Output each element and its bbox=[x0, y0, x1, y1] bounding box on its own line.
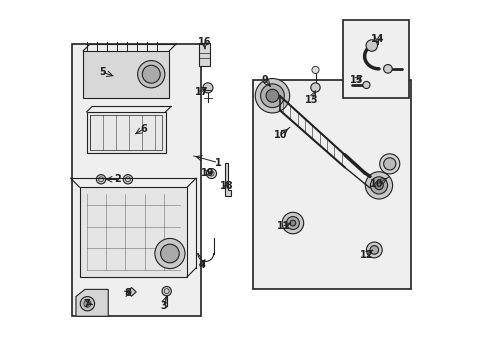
Text: 2: 2 bbox=[114, 174, 121, 184]
Circle shape bbox=[83, 300, 91, 307]
Text: 18: 18 bbox=[219, 181, 233, 192]
Circle shape bbox=[255, 78, 289, 113]
Circle shape bbox=[383, 158, 395, 170]
Text: 3: 3 bbox=[160, 301, 167, 311]
Text: 19: 19 bbox=[201, 168, 214, 178]
Circle shape bbox=[260, 84, 284, 108]
Text: 1: 1 bbox=[215, 158, 222, 168]
Text: 4: 4 bbox=[199, 260, 205, 270]
Text: 11: 11 bbox=[276, 221, 289, 231]
Text: 13: 13 bbox=[305, 95, 318, 105]
Circle shape bbox=[379, 154, 399, 174]
Bar bbox=[80, 187, 187, 277]
Text: 15: 15 bbox=[349, 75, 363, 85]
Polygon shape bbox=[225, 163, 230, 196]
Circle shape bbox=[162, 287, 171, 296]
Circle shape bbox=[203, 83, 212, 93]
Circle shape bbox=[310, 83, 320, 92]
Bar bbox=[90, 116, 162, 149]
Circle shape bbox=[206, 168, 216, 179]
Bar bbox=[253, 80, 410, 289]
Circle shape bbox=[366, 242, 382, 258]
Bar bbox=[83, 51, 169, 98]
Circle shape bbox=[96, 175, 105, 184]
Circle shape bbox=[155, 238, 184, 269]
Circle shape bbox=[289, 220, 295, 226]
Polygon shape bbox=[126, 288, 136, 296]
Circle shape bbox=[286, 217, 299, 229]
Text: 12: 12 bbox=[359, 249, 372, 260]
Text: 7: 7 bbox=[83, 299, 90, 309]
Text: 6: 6 bbox=[140, 124, 146, 134]
Text: 5: 5 bbox=[99, 67, 106, 77]
Bar bbox=[72, 44, 201, 316]
Circle shape bbox=[369, 177, 387, 194]
Circle shape bbox=[282, 212, 303, 234]
Circle shape bbox=[369, 246, 378, 254]
Circle shape bbox=[374, 181, 383, 190]
Circle shape bbox=[365, 172, 392, 199]
Text: 10: 10 bbox=[273, 130, 286, 140]
Text: 10: 10 bbox=[370, 179, 383, 189]
Bar bbox=[199, 43, 210, 66]
Text: 17: 17 bbox=[195, 87, 208, 97]
Circle shape bbox=[362, 81, 369, 89]
Text: 16: 16 bbox=[197, 37, 211, 47]
Circle shape bbox=[80, 297, 94, 311]
Circle shape bbox=[366, 40, 377, 51]
Text: 8: 8 bbox=[124, 288, 131, 298]
Circle shape bbox=[383, 64, 391, 73]
Bar bbox=[86, 112, 165, 153]
Circle shape bbox=[142, 65, 160, 83]
Circle shape bbox=[137, 60, 164, 88]
Circle shape bbox=[160, 244, 179, 263]
Polygon shape bbox=[76, 289, 108, 316]
Text: 9: 9 bbox=[262, 75, 268, 85]
Circle shape bbox=[265, 89, 278, 102]
Bar bbox=[343, 21, 408, 98]
Text: 14: 14 bbox=[370, 35, 384, 44]
Circle shape bbox=[123, 175, 132, 184]
Circle shape bbox=[311, 66, 319, 73]
